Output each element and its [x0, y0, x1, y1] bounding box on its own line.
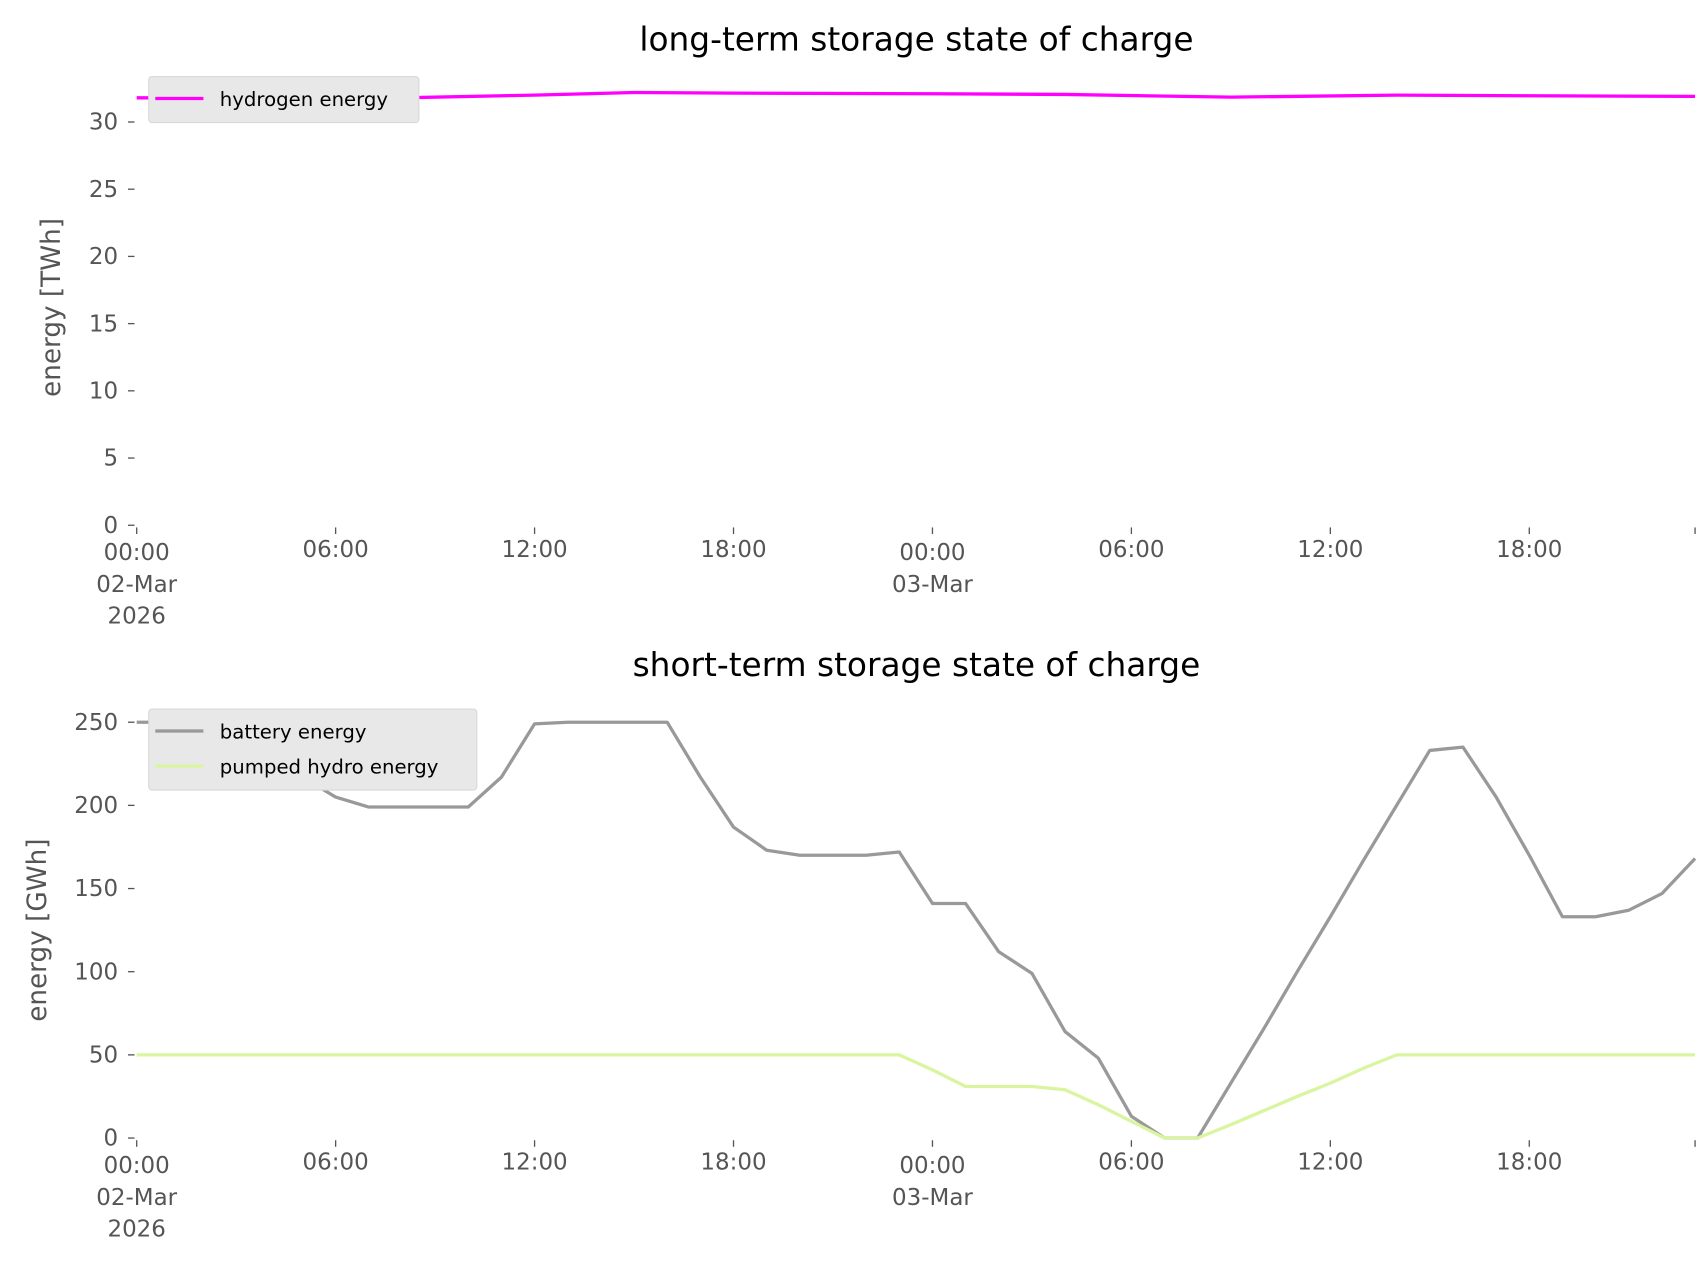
x-tick-label: 18:00	[1496, 1150, 1562, 1176]
x-tick-label: 00:00	[899, 540, 965, 566]
y-tick-label: 30	[89, 110, 118, 136]
x-tick-label: 00:00	[104, 1153, 170, 1179]
x-tick-label: 12:00	[1297, 1150, 1363, 1176]
y-tick-label: 10	[89, 378, 118, 404]
legend-box	[148, 76, 420, 124]
x-tick-label: 03-Mar	[892, 1185, 973, 1211]
x-tick-label: 02-Mar	[96, 572, 177, 598]
x-tick-label: 03-Mar	[892, 572, 973, 598]
x-tick-label: 06:00	[1098, 1150, 1164, 1176]
subplot-1: long-term storage state of charge energy …	[37, 20, 1696, 630]
y-tick-label: 150	[74, 876, 118, 902]
chart-title: long-term storage state of charge	[639, 20, 1193, 58]
legend: hydrogen energy	[148, 76, 420, 124]
y-axis-label: energy [TWh]	[37, 218, 67, 397]
x-tick-label: 00:00	[104, 540, 170, 566]
y-axis-label: energy [GWh]	[23, 838, 53, 1021]
y-tick-label: 0	[103, 1126, 118, 1152]
chart-title: short-term storage state of charge	[633, 646, 1201, 684]
y-tick-label: 50	[89, 1043, 118, 1069]
series-line-battery-energy	[136, 720, 1697, 1140]
legend-label: battery energy	[220, 721, 367, 744]
y-tick-label: 25	[89, 177, 118, 203]
y-tick-label: 200	[74, 793, 118, 819]
y-tick-label: 0	[103, 513, 118, 539]
x-tick-label: 2026	[107, 1217, 165, 1243]
y-tick-label: 250	[74, 710, 118, 736]
subplot-2: short-term storage state of charge energy…	[23, 646, 1697, 1243]
x-tick-label: 02-Mar	[96, 1185, 177, 1211]
y-tick-label: 20	[89, 244, 118, 270]
x-tick-label: 18:00	[700, 537, 766, 563]
x-tick-label: 06:00	[303, 537, 369, 563]
legend: battery energy pumped hydro energy	[148, 708, 478, 791]
y-tick-label: 100	[74, 959, 118, 985]
x-tick-label: 2026	[107, 604, 165, 630]
x-tick-label: 12:00	[501, 1150, 567, 1176]
x-tick-label: 12:00	[501, 537, 567, 563]
legend-box	[148, 708, 478, 791]
legend-label: hydrogen energy	[220, 88, 389, 111]
x-tick-label: 12:00	[1297, 537, 1363, 563]
series-line-pumped-hydro-energy	[136, 1053, 1696, 1140]
legend-label: pumped hydro energy	[220, 756, 439, 779]
x-tick-label: 06:00	[303, 1150, 369, 1176]
x-tick-label: 18:00	[1496, 537, 1562, 563]
y-tick-label: 15	[89, 311, 118, 337]
x-tick-label: 06:00	[1098, 537, 1164, 563]
y-tick-label: 5	[103, 446, 118, 472]
x-tick-label: 18:00	[700, 1150, 766, 1176]
x-tick-label: 00:00	[899, 1153, 965, 1179]
